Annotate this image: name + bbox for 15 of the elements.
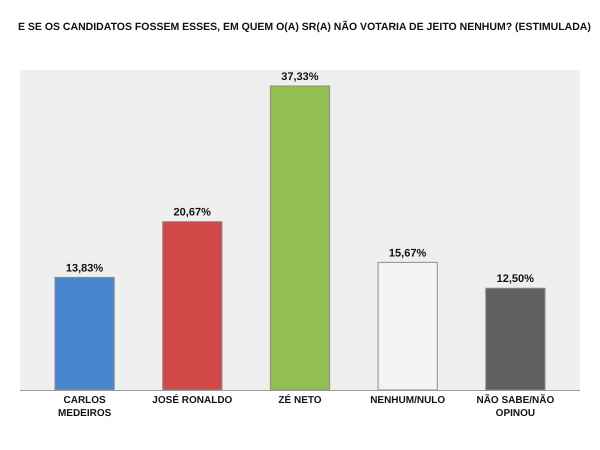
data-label: 12,50% [496, 273, 534, 286]
data-label: 13,83% [66, 262, 104, 274]
bar [270, 86, 330, 390]
x-tick-label: JOSÉ RONALDO [152, 394, 233, 406]
chart-title: E SE OS CANDIDATOS FOSSEM ESSES, EM QUEM O(A) SR(A) NÃO VOTARIA DE JEITO NENHUM? (ESTIMULADA) [18, 20, 591, 33]
data-label: 15,67% [388, 247, 426, 260]
bar [54, 276, 115, 390]
data-label: 20,67% [174, 206, 212, 219]
x-tick-label: ZÉ NETO [278, 394, 322, 406]
x-tick-label: CARLOS MEDEIROS [58, 395, 112, 419]
x-tick-label: NÃO SABE/NÃO OPINOU [476, 394, 554, 419]
x-tick-label: NENHUM/NULO [370, 395, 446, 406]
bar [162, 221, 222, 390]
data-label: 37,33% [281, 71, 319, 83]
bar [485, 288, 546, 390]
